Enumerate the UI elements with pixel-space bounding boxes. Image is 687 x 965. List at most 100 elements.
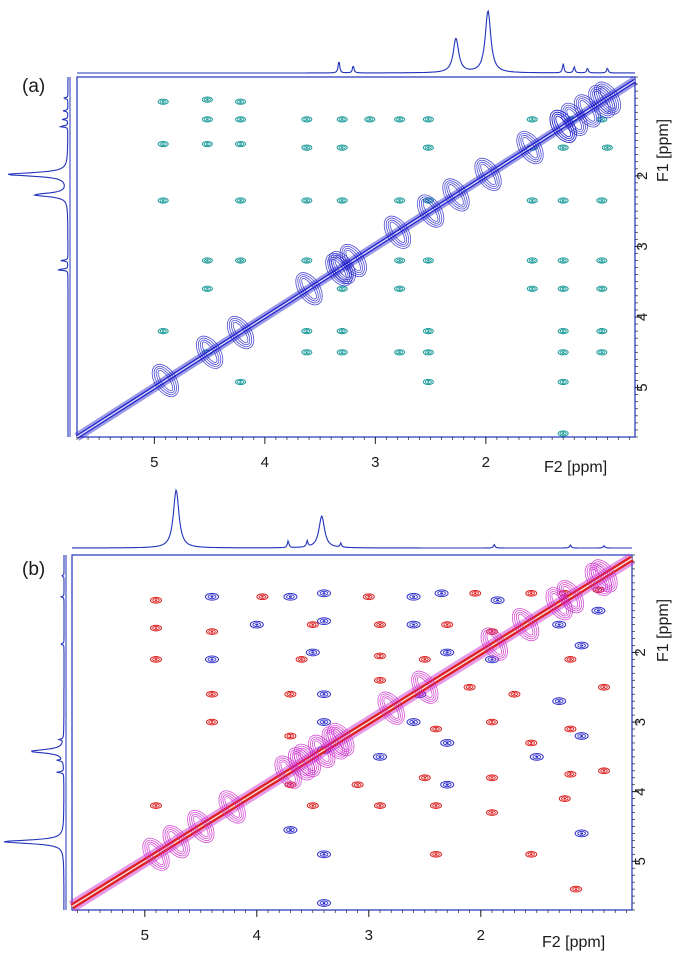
diagonal-peak [377,691,405,725]
positive-cross-peak [486,718,498,726]
panel-a-top-projection [77,9,635,74]
positive-cross-peak [570,885,582,893]
cross-peak [526,197,538,204]
positive-cross-peak [206,628,218,635]
positive-cross-peak [150,802,162,809]
cross-peak [301,328,313,335]
diagonal-peak [416,194,445,228]
negative-cross-peak [552,620,567,629]
panel-b-x-axis-title: F2 [ppm] [542,934,605,951]
cross-peak [301,197,313,204]
negative-cross-peak [406,718,421,726]
negative-cross-peak [317,718,331,726]
cross-peak [394,349,406,356]
x-tick-label: 3 [371,454,379,471]
positive-cross-peak [564,656,577,663]
panel-a-frame [76,76,636,438]
cross-peak [596,257,608,264]
cross-peak [301,116,313,123]
positive-cross-peak [486,774,498,782]
panel-b-left-projection [3,555,65,910]
positive-cross-peak [525,739,538,747]
cross-peak [235,197,247,204]
panel-a-label: (a) [22,76,45,97]
positive-cross-peak [150,656,162,663]
negative-cross-peak [205,592,219,601]
positive-cross-peak [430,802,442,809]
cross-peak [336,197,348,204]
diagonal-peak [560,102,588,136]
panel-b-label: (b) [22,559,45,580]
cross-peak [557,197,569,204]
positive-cross-peak [284,690,297,698]
cross-peak [201,140,213,148]
negative-cross-peak [317,899,331,907]
cross-peak [336,116,348,123]
cross-peak [557,378,569,386]
positive-cross-peak [374,652,386,660]
negative-cross-peak [440,739,455,747]
positive-cross-peak [430,850,442,858]
cross-peak [394,257,406,264]
y-tick-label: 4 [632,787,649,795]
negative-cross-peak [440,780,455,789]
negative-cross-peak [406,620,421,629]
negative-cross-peak [205,655,219,664]
panel-a: (a) 5 4 3 2 2 3 4 5 F2 [ppm] F1 [ppm] [8,9,672,476]
panel-a-y-axis: 2 3 4 5 [634,76,651,438]
panel-b-diagonal [68,553,636,912]
cross-peak [201,285,213,292]
left-projection-trace-a [8,77,69,437]
negative-cross-peak [529,752,544,761]
diagonal-peak [556,580,585,614]
positive-cross-peak [469,589,482,597]
cross-peak [235,116,247,123]
x-tick-label: 5 [141,927,149,944]
diagonal-peak [442,178,470,212]
y-tick-label: 5 [632,857,649,865]
x-tick-label: 4 [261,454,269,471]
positive-cross-peak [418,774,431,782]
diagonal-peak [226,315,255,350]
panel-b-y-axis: 2 3 4 5 [632,554,649,911]
cross-peak [336,144,348,151]
cross-peak [557,328,569,335]
positive-cross-peak [558,795,571,802]
cross-peak [526,116,538,123]
x-tick-label: 3 [365,927,373,944]
cross-peak [336,328,348,335]
negative-cross-peak [317,589,331,598]
negative-cross-peak [574,829,589,838]
negative-cross-peak [305,648,320,657]
diagonal-peak [162,825,190,859]
diagonal-peak [151,363,180,398]
positive-cross-peak [206,690,218,698]
negative-cross-peak [317,690,331,699]
cross-peak [557,285,569,292]
x-tick-label: 2 [477,927,485,944]
negative-cross-peak [440,648,455,657]
diagonal-peak [295,272,323,306]
panel-b-x-axis: 5 4 3 2 [77,910,627,944]
positive-cross-peak [351,781,364,789]
x-tick-label: 2 [482,454,490,471]
panel-b-positive-cross-peaks [150,586,610,893]
x-tick-label: 5 [150,454,158,471]
positive-cross-peak [525,589,538,597]
diagonal-peak [411,670,439,704]
cross-peak [557,144,569,151]
panel-a-left-projection [8,77,69,437]
negative-cross-peak [373,752,387,761]
positive-cross-peak [441,621,454,628]
diagonal-centerline [76,79,636,438]
negative-cross-peak [406,592,421,601]
cross-peak [596,197,608,204]
panel-a-y-axis-title: F1 [ppm] [655,119,672,182]
positive-cross-peak [525,850,538,858]
positive-cross-peak [430,725,442,733]
positive-cross-peak [374,621,386,628]
negative-cross-peak [317,850,331,859]
diagonal-peak [545,587,573,621]
negative-cross-peak [591,606,606,615]
cross-peak [596,349,608,356]
